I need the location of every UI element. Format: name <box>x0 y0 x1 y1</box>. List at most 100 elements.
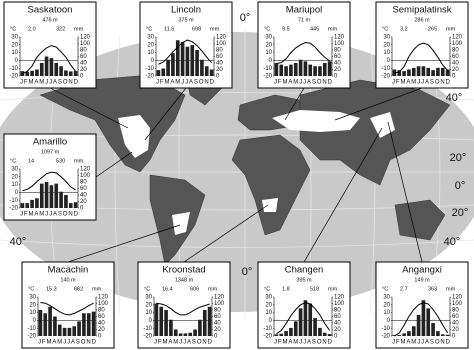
leader-line <box>95 151 133 178</box>
temp-unit: °C <box>382 26 388 32</box>
precip-bar <box>178 333 183 336</box>
precip-bar <box>209 69 214 76</box>
elevation: 1348 m <box>175 277 194 283</box>
temp-tick-label: 0 <box>15 58 19 64</box>
temp-tick-label: 30 <box>11 35 18 41</box>
temp-tick-label: 30 <box>383 295 390 301</box>
precip-bar <box>183 333 188 336</box>
precip-bar <box>173 329 178 336</box>
temp-tick-label: 0 <box>387 58 391 64</box>
precip-bar <box>411 326 416 336</box>
mean-temp: 15.3 <box>46 286 57 292</box>
precip-bar <box>411 67 416 76</box>
precip-bar <box>49 185 54 208</box>
precip-bar <box>445 69 450 76</box>
precip-bar <box>154 303 159 336</box>
elevation: 476 m <box>42 17 58 23</box>
precip-bar <box>25 71 30 76</box>
precip-tick-label: 80 <box>214 308 221 314</box>
precip-bar <box>193 329 197 336</box>
temp-unit: °C <box>264 26 270 32</box>
precip-bar <box>64 70 68 76</box>
temp-tick-label: 30 <box>383 35 390 41</box>
precip-bar <box>57 324 62 336</box>
temp-line <box>276 301 331 335</box>
temp-tick-label: 0 <box>269 58 273 64</box>
temp-tick-label: -20 <box>143 334 152 340</box>
precip-bar <box>397 335 402 336</box>
precip-tick-label: 100 <box>80 173 91 179</box>
temp-tick-label: -20 <box>9 206 18 212</box>
precip-bar <box>59 66 63 76</box>
precip-unit: mm <box>328 286 338 292</box>
precip-bar <box>190 45 195 76</box>
mean-temp: 2.0 <box>28 26 36 32</box>
temp-unit: °C <box>28 286 34 292</box>
station-name: Angangxi <box>402 265 442 276</box>
precip-bar <box>327 334 332 336</box>
temp-tick-label: 10 <box>11 50 18 56</box>
precip-tick-label: 20 <box>216 67 223 73</box>
annual-precip: 698 <box>192 26 201 32</box>
temp-tick-label: -20 <box>27 334 36 340</box>
month-labels: JFMAMJJASOND <box>156 80 215 86</box>
precip-bar <box>421 300 426 336</box>
temp-tick-label: 0 <box>33 318 37 324</box>
precip-tick-label: 80 <box>334 308 341 314</box>
annual-precip: 530 <box>56 158 65 164</box>
temp-tick-label: 20 <box>265 42 272 48</box>
precip-bar <box>180 41 185 76</box>
precip-tick-label: 100 <box>452 301 463 307</box>
precip-bar <box>156 70 161 76</box>
temp-line <box>394 42 448 74</box>
graticule-label: 0° <box>240 12 251 24</box>
precip-tick-label: 0 <box>80 206 84 212</box>
precip-bar <box>279 333 284 336</box>
precip-bar <box>308 64 313 76</box>
precip-tick-label: 120 <box>80 35 91 41</box>
precip-bar <box>39 183 44 208</box>
temp-tick-label: -20 <box>145 74 154 80</box>
temp-tick-label: 20 <box>265 302 272 308</box>
temp-tick-label: 0 <box>387 318 391 324</box>
precip-tick-label: 120 <box>334 35 345 41</box>
temp-tick-label: 30 <box>265 295 272 301</box>
precip-tick-label: 20 <box>80 67 87 73</box>
precip-bar <box>289 64 293 76</box>
temp-tick-label: 0 <box>269 318 273 324</box>
precip-bar <box>426 308 431 336</box>
precip-bar <box>73 202 78 208</box>
precip-bar <box>318 66 322 76</box>
precip-bar <box>185 46 190 76</box>
precip-tick-label: 20 <box>452 327 459 333</box>
temp-unit: °C <box>144 286 150 292</box>
precip-bar <box>59 191 63 208</box>
precip-tick-label: 0 <box>214 334 218 340</box>
precip-bar <box>30 70 34 76</box>
elevation: 1097 m <box>41 149 60 155</box>
temp-tick-label: -10 <box>27 326 36 332</box>
precip-bar <box>204 66 209 76</box>
precip-tick-label: 100 <box>214 301 225 307</box>
precip-tick-label: 40 <box>214 321 221 327</box>
leader-line <box>303 127 383 263</box>
precip-tick-label: 100 <box>80 41 91 47</box>
precip-bar <box>440 334 445 336</box>
graticule-label: 40° <box>446 92 463 104</box>
precip-bar <box>54 63 59 76</box>
station-name: Mariupol <box>286 5 322 16</box>
precip-bar <box>161 68 166 76</box>
precip-bar <box>44 56 49 76</box>
temp-unit: °C <box>10 26 16 32</box>
temp-tick-label: 10 <box>383 310 390 316</box>
precip-bar <box>322 63 327 76</box>
precip-bar <box>318 327 322 336</box>
precip-bar <box>68 71 73 76</box>
precip-bar <box>407 331 411 336</box>
precip-bar <box>49 58 54 76</box>
temp-tick-label: -20 <box>263 334 272 340</box>
